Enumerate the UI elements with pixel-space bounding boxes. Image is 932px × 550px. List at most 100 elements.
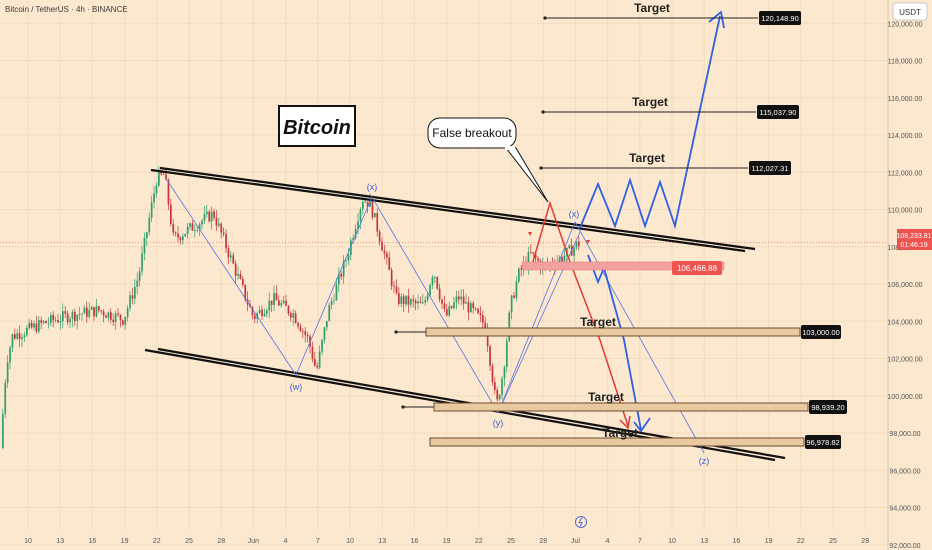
current-price: 108,233.81 bbox=[896, 233, 931, 240]
wave-label-w: (w) bbox=[290, 382, 303, 392]
x-tick-label: 13 bbox=[56, 538, 64, 545]
symbol-header: Bitcoin / TetherUS · 4h · BINANCE bbox=[5, 5, 128, 14]
candle-body bbox=[290, 313, 292, 318]
candle-body bbox=[40, 320, 43, 323]
target-4-value: 103,000.00 bbox=[802, 328, 840, 337]
candle-body bbox=[165, 174, 167, 180]
candle-body bbox=[318, 351, 321, 368]
x-tick-label: 16 bbox=[89, 538, 97, 545]
candle-body bbox=[54, 320, 57, 321]
candle-body bbox=[57, 320, 59, 323]
candle-body bbox=[107, 312, 110, 318]
candle-body bbox=[494, 382, 496, 390]
candle-body bbox=[59, 321, 62, 323]
candle-body bbox=[194, 230, 196, 232]
channel-top-line-2 bbox=[159, 166, 756, 251]
candle-body bbox=[513, 295, 515, 298]
candle-body bbox=[220, 223, 223, 233]
y-tick-label: 104,000.00 bbox=[887, 319, 922, 326]
candle-body bbox=[136, 280, 139, 287]
y-tick-label: 110,000.00 bbox=[888, 208, 923, 215]
candle-body bbox=[498, 394, 501, 400]
x-tick-label: Jul bbox=[571, 538, 580, 545]
candle-body bbox=[527, 252, 530, 268]
candle-body bbox=[501, 378, 503, 395]
candle-body bbox=[45, 321, 47, 324]
y-tick-label: 98,000.00 bbox=[889, 431, 920, 438]
target-6-value: 96,978.82 bbox=[806, 438, 839, 447]
target-5-value: 98,939.20 bbox=[811, 403, 844, 412]
x-tick-label: 4 bbox=[284, 538, 288, 545]
candle-body bbox=[419, 301, 422, 304]
candle-body bbox=[119, 314, 122, 321]
x-tick-label: 4 bbox=[606, 538, 610, 545]
candle-body bbox=[16, 333, 19, 339]
signal-marker bbox=[586, 240, 590, 244]
candle-body bbox=[69, 319, 71, 323]
candle-body bbox=[347, 254, 350, 261]
candle-body bbox=[434, 276, 436, 278]
y-tick-label: 100,000.00 bbox=[887, 394, 922, 401]
candle-body bbox=[306, 334, 309, 337]
currency-label: USDT bbox=[899, 8, 921, 17]
candle-body bbox=[573, 247, 575, 256]
candle-body bbox=[95, 306, 98, 317]
x-tick-label: 28 bbox=[217, 538, 225, 545]
candle-body bbox=[117, 313, 119, 315]
replay-icon[interactable] bbox=[575, 516, 587, 528]
candle-body bbox=[357, 221, 359, 230]
signal-marker bbox=[528, 232, 532, 236]
candle-body bbox=[81, 313, 83, 315]
candle-body bbox=[201, 220, 203, 225]
candle-body bbox=[537, 258, 539, 261]
candle-body bbox=[294, 313, 297, 324]
wave-label-x2: (x) bbox=[569, 209, 580, 219]
candle-body bbox=[74, 311, 76, 321]
candle-body bbox=[126, 308, 129, 317]
candle-body bbox=[453, 302, 455, 309]
candle-body bbox=[38, 320, 40, 332]
candle-body bbox=[150, 202, 153, 218]
candle-body bbox=[282, 300, 285, 304]
candle-body bbox=[230, 255, 232, 258]
candle-body bbox=[124, 316, 127, 325]
candle-body bbox=[477, 308, 479, 314]
target-5-label: Target bbox=[588, 390, 624, 404]
candle-body bbox=[134, 286, 136, 299]
target-4-label: Target bbox=[580, 315, 616, 329]
candle-body bbox=[162, 174, 165, 175]
candle-body bbox=[326, 321, 328, 328]
candle-body bbox=[482, 315, 484, 323]
x-tick-label: 19 bbox=[121, 538, 129, 545]
candle-body bbox=[196, 229, 199, 231]
target-4: Target 103,000.00 bbox=[394, 315, 841, 339]
candle-body bbox=[287, 305, 290, 314]
target-5: Target 98,939.20 bbox=[401, 390, 847, 414]
candle-body bbox=[129, 295, 131, 309]
x-tick-label: 13 bbox=[378, 538, 386, 545]
candle-body bbox=[50, 315, 52, 323]
candle-body bbox=[350, 240, 352, 255]
candle-body bbox=[518, 268, 520, 282]
candle-body bbox=[148, 217, 151, 233]
target-2: Target 115,037.90 bbox=[541, 95, 799, 119]
candle-body bbox=[378, 231, 381, 242]
x-tick-label: 16 bbox=[411, 538, 419, 545]
target-2-label: Target bbox=[632, 95, 668, 109]
candle-body bbox=[491, 365, 494, 383]
candle-body bbox=[244, 284, 247, 300]
x-tick-label: 7 bbox=[638, 538, 642, 545]
candle-body bbox=[462, 296, 465, 304]
candle-body bbox=[88, 309, 91, 317]
candle-body bbox=[35, 323, 38, 332]
currency-badge[interactable]: USDT bbox=[892, 2, 928, 21]
candle-body bbox=[222, 232, 225, 234]
candle-body bbox=[328, 304, 331, 322]
candle-body bbox=[438, 288, 441, 300]
candle-body bbox=[2, 413, 4, 448]
x-tick-label: Jun bbox=[248, 538, 259, 545]
x-tick-label: 28 bbox=[861, 538, 869, 545]
candle-body bbox=[371, 198, 374, 218]
candle-body bbox=[534, 253, 537, 259]
